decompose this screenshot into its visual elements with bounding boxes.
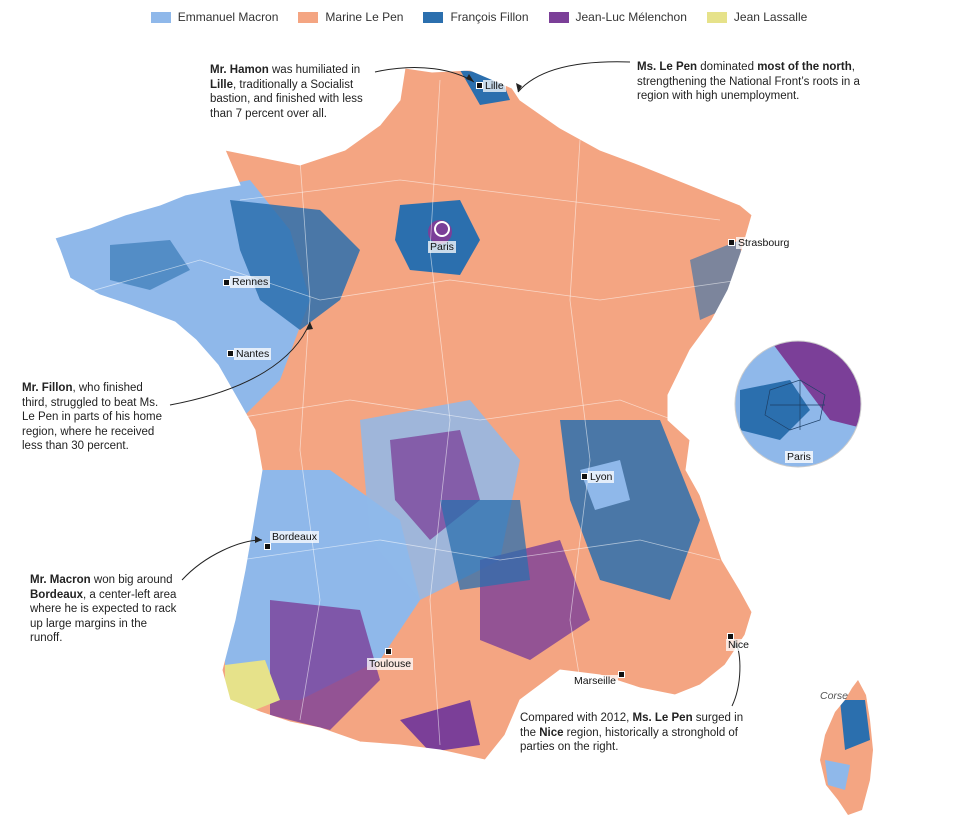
city-marker-lyon xyxy=(581,473,588,480)
legend-item-fillon: François Fillon xyxy=(423,10,529,24)
city-marker-toulouse xyxy=(385,648,392,655)
france-outline xyxy=(54,67,753,761)
annotation-hamon-text1: was humiliated in xyxy=(268,64,361,76)
annotation-hamon-bold2: Lille xyxy=(210,78,234,91)
city-marker-rennes xyxy=(223,279,230,286)
legend-label-melenchon: Jean-Luc Mélenchon xyxy=(575,10,687,24)
legend-label-lepen: Marine Le Pen xyxy=(325,10,404,24)
city-marker-bordeaux xyxy=(264,543,271,550)
annotation-lepen-north-bold1: Ms. Le Pen xyxy=(637,61,698,73)
city-label-bordeaux: Bordeaux xyxy=(270,531,319,543)
paris-inset-border xyxy=(734,340,862,468)
annotation-macron-text1: won big around xyxy=(90,574,173,586)
annotation-fillon-text1: , who finished third, struggled to beat … xyxy=(22,382,162,452)
city-marker-nantes xyxy=(227,350,234,357)
arrowhead-macron xyxy=(255,536,262,543)
corsica-fillon xyxy=(840,700,870,750)
annotation-hamon-text2: , traditionally a Socialist bastion, and… xyxy=(210,78,363,120)
annotation-macron-text2: , a center-left area where he is expecte… xyxy=(30,588,177,645)
leader-line-lepen-north xyxy=(517,61,631,93)
annotation-fillon-bold1: Mr. Fillon xyxy=(22,382,73,394)
annotation-lepen-north-text1: dominated xyxy=(697,61,758,73)
annotation-lepen-nice: Compared with 2012, Ms. Le Pen surged in… xyxy=(520,711,745,755)
city-marker-lille xyxy=(476,82,483,89)
legend-item-lassalle: Jean Lassalle xyxy=(706,10,808,24)
annotation-hamon-bold1: Mr. Hamon xyxy=(210,64,269,76)
paris-arrondissement-borders xyxy=(764,379,826,431)
melenchon-area-southwest xyxy=(270,600,380,730)
corsica-macron xyxy=(825,760,850,790)
annotation-lepen-nice-text0: Compared with 2012, xyxy=(520,712,633,724)
arrowhead-fillon xyxy=(306,322,313,330)
annotation-lepen-north: Ms. Le Pen dominated most of the north, … xyxy=(637,60,862,104)
legend-label-fillon: François Fillon xyxy=(450,10,529,24)
legend-swatch-lepen xyxy=(298,11,319,23)
city-label-nantes: Nantes xyxy=(234,348,272,360)
annotation-lepen-north-bold2: most of the north xyxy=(757,61,852,73)
annotation-hamon: Mr. Hamon was humiliated in Lille, tradi… xyxy=(210,63,380,121)
legend-label-macron: Emmanuel Macron xyxy=(177,10,279,24)
annotation-lepen-nice-text1: surged in the xyxy=(520,712,744,739)
melenchon-area-paris xyxy=(428,220,452,244)
fillon-area-brittany xyxy=(110,240,190,290)
fillon-area-west xyxy=(230,200,360,330)
annotation-macron: Mr. Macron won big around Bordeaux, a ce… xyxy=(30,573,180,646)
legend-item-melenchon: Jean-Luc Mélenchon xyxy=(548,10,687,24)
paris-inset-fillon xyxy=(740,380,810,440)
arrowhead-lepen-north xyxy=(516,83,522,92)
city-label-strasbourg: Strasbourg xyxy=(736,237,792,249)
city-label-lyon: Lyon xyxy=(588,471,615,483)
city-label-rennes: Rennes xyxy=(230,276,271,288)
arrowhead-hamon xyxy=(466,74,474,82)
city-label-paris: Paris xyxy=(428,241,456,253)
legend-label-lassalle: Jean Lassalle xyxy=(733,10,808,24)
department-borders xyxy=(59,79,741,746)
legend-item-macron: Emmanuel Macron xyxy=(150,10,279,24)
city-marker-strasbourg xyxy=(728,239,735,246)
city-label-marseille: Marseille xyxy=(572,675,619,687)
legend-swatch-lassalle xyxy=(706,11,727,23)
legend-item-lepen: Marine Le Pen xyxy=(298,10,403,24)
annotation-lepen-nice-bold2: Nice xyxy=(539,726,564,739)
city-label-toulouse: Toulouse xyxy=(367,658,414,670)
fillon-area-alps xyxy=(560,420,700,600)
paris-highlight-ring xyxy=(434,221,450,237)
map-legend: Emmanuel Macron Marine Le Pen François F… xyxy=(0,10,958,24)
annotation-macron-bold2: Bordeaux xyxy=(30,588,84,601)
annotation-lepen-north-text2: , strengthening the National Front’s roo… xyxy=(637,61,860,102)
annotation-fillon: Mr. Fillon, who finished third, struggle… xyxy=(22,381,170,454)
legend-swatch-fillon xyxy=(423,11,444,23)
city-label-lille: Lille xyxy=(483,80,506,92)
corsica-label: Corse xyxy=(820,690,849,702)
leader-line-fillon xyxy=(169,321,311,406)
city-label-paris-inset: Paris xyxy=(785,451,813,463)
city-marker-marseille xyxy=(618,671,625,678)
annotation-lepen-nice-text2: region, historically a stronghold of par… xyxy=(520,726,738,754)
annotation-lepen-nice-bold1: Ms. Le Pen xyxy=(632,712,693,724)
melenchon-area-pyrenees xyxy=(400,700,480,752)
legend-swatch-melenchon xyxy=(548,11,569,23)
lassalle-area-bearn xyxy=(225,660,280,712)
fillon-area-massif xyxy=(440,500,530,590)
city-label-nice: Nice xyxy=(726,639,752,651)
annotation-macron-bold1: Mr. Macron xyxy=(30,574,91,586)
legend-swatch-macron xyxy=(150,11,171,23)
